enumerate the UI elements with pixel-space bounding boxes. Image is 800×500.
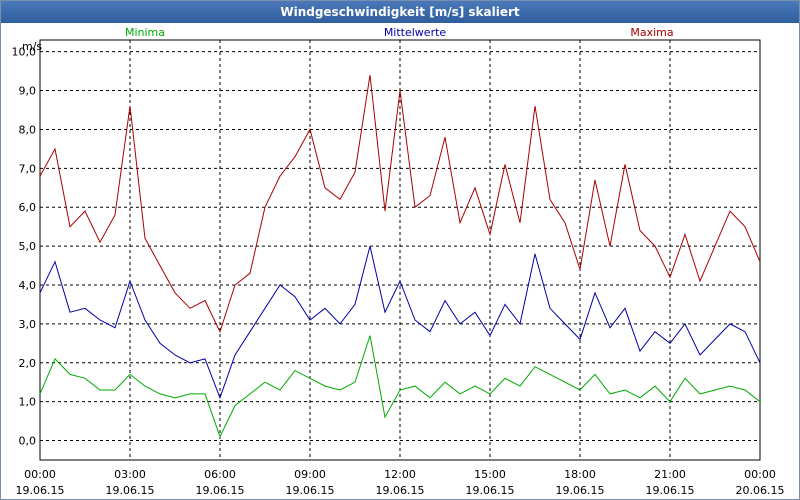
y-tick-label: 2,0 [19, 357, 37, 370]
y-tick-label: 6,0 [19, 201, 37, 214]
legend: Minima Mittelwerte Maxima [125, 26, 674, 39]
y-tick-label: 1,0 [19, 396, 37, 409]
x-tick-date: 19.06.15 [16, 484, 65, 497]
y-tick-label: 5,0 [19, 240, 37, 253]
y-tick-label: 7,0 [19, 162, 37, 175]
legend-entry-maxima: Maxima [630, 26, 673, 39]
grid-lines [40, 40, 760, 460]
x-tick-time: 21:00 [654, 468, 686, 481]
y-axis-ticks: 0,0 1,0 2,0 3,0 4,0 5,0 6,0 7,0 8,0 9,0 10,0 [12, 46, 37, 448]
x-tick-date: 19.06.15 [106, 484, 155, 497]
y-tick-label: 0,0 [19, 435, 37, 448]
x-tick-date: 19.06.15 [556, 484, 605, 497]
y-tick-label: 4,0 [19, 279, 37, 292]
chart-title: Windgeschwindigkeit [m/s] skaliert [1, 1, 799, 23]
legend-entry-minima: Minima [125, 26, 165, 39]
x-tick-time: 15:00 [474, 468, 506, 481]
x-tick-date: 19.06.15 [466, 484, 515, 497]
x-tick-time: 00:00 [24, 468, 56, 481]
legend-entry-mittelwerte: Mittelwerte [384, 26, 447, 39]
x-tick-date: 19.06.15 [286, 484, 335, 497]
series-lines [39, 74, 761, 439]
x-tick-time: 09:00 [294, 468, 326, 481]
y-tick-label: 10,0 [12, 46, 37, 59]
x-axis-ticks: 00:00 19.06.15 03:00 19.06.15 06:00 19.06.15 0… [16, 468, 785, 497]
x-tick-date: 20.06.15 [736, 484, 785, 497]
y-axis-label: m/s [22, 40, 42, 53]
series-line-mittelwerte [39, 245, 761, 400]
series-line-maxima [39, 74, 761, 334]
x-tick-time: 00:00 [744, 468, 776, 481]
wind-speed-chart: 0,0 1,0 2,0 3,0 4,0 5,0 6,0 7,0 8,0 9,0 10,0 00:00… [12, 26, 785, 497]
y-tick-label: 9,0 [19, 85, 37, 98]
y-tick-label: 3,0 [19, 318, 37, 331]
x-tick-time: 12:00 [384, 468, 416, 481]
x-tick-date: 19.06.15 [646, 484, 695, 497]
series-line-minima [39, 335, 761, 439]
x-tick-time: 06:00 [204, 468, 236, 481]
x-tick-time: 03:00 [114, 468, 146, 481]
x-tick-date: 19.06.15 [196, 484, 245, 497]
x-tick-date: 19.06.15 [376, 484, 425, 497]
plot-frame [39, 39, 761, 461]
x-tick-time: 18:00 [564, 468, 596, 481]
y-tick-label: 8,0 [19, 123, 37, 136]
